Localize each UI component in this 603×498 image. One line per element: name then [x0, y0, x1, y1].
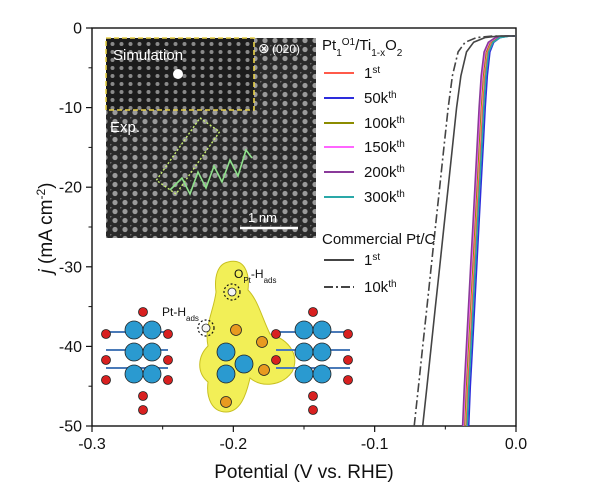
series-line-6 [421, 35, 516, 426]
y-tick-label: -30 [59, 259, 82, 276]
legend-label-1: 50kth [364, 90, 397, 108]
legend-label-5: 300kth [364, 189, 405, 207]
simulation-pt-atom [173, 69, 183, 79]
series-line-4 [461, 35, 516, 426]
legend-label-3: 150kth [364, 139, 405, 157]
x-axis-title: Potential (V vs. RHE) [214, 462, 394, 483]
legend: Pt1O1/Ti1-xO2 Commercial Pt/C 1st 50kth 10… [322, 37, 436, 297]
exp-label: Exp. [110, 119, 140, 136]
x-tick-label: -0.2 [220, 436, 248, 453]
series-layer [413, 35, 516, 426]
orientation-symbol: ⊗ [258, 40, 270, 56]
legend-label-2: 100kth [364, 115, 405, 133]
series-line-5 [466, 35, 516, 426]
y-tick-label: -40 [59, 339, 82, 356]
legend-label-6: 1st [364, 252, 380, 270]
x-tick-label: 0.0 [505, 436, 527, 453]
scale-label: 1 nm [248, 210, 277, 225]
right-column [271, 307, 353, 415]
y-tick-label: -50 [59, 419, 82, 436]
legend-group-title-pt1: Pt1O1/Ti1-xO2 [322, 37, 403, 59]
legend-entries: 1st 50kth 100kth 150kth 200kth 300kth 1st 10kth [324, 65, 405, 297]
y-axis-ticks: 0 -10 -20 -30 -40 -50 [59, 21, 92, 436]
o-h-ads-site [223, 283, 241, 301]
series-line-7 [413, 35, 516, 426]
legend-group-title-ptc: Commercial Pt/C [322, 231, 436, 248]
orientation-label: (020) [272, 42, 300, 56]
x-tick-label: -0.3 [78, 436, 106, 453]
y-tick-label: -10 [59, 100, 82, 117]
x-tick-label: -0.1 [361, 436, 389, 453]
legend-label-4: 200kth [364, 164, 405, 182]
y-axis-title: j (mA cm-2) [34, 183, 57, 277]
structure-illustration: Pt-Hads OPt-Hads [101, 260, 353, 415]
simulation-label: Simulation [113, 47, 183, 64]
tem-inset: Simulation ⊗ (020) Exp. 1 nm [105, 37, 316, 238]
intensity-profile [169, 148, 253, 197]
o-h-ads-label: OPt-Hads [234, 267, 276, 285]
pt-h-ads-site [197, 319, 215, 337]
legend-label-7: 10kth [364, 279, 397, 297]
pt-h-ads-label: Pt-Hads [162, 305, 199, 323]
left-column [101, 307, 173, 415]
legend-label-0: 1st [364, 65, 380, 83]
y-tick-label: -20 [59, 180, 82, 197]
y-tick-label: 0 [73, 21, 82, 38]
atom-row-highlight [155, 117, 221, 195]
x-axis-ticks: -0.3 -0.2 -0.1 0.0 [78, 426, 527, 453]
center-atoms [201, 287, 270, 408]
